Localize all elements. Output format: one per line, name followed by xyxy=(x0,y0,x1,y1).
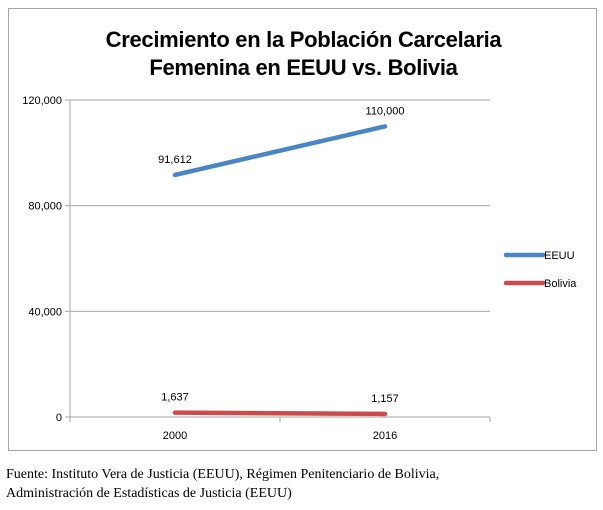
series-line-bolivia xyxy=(172,410,388,417)
data-label: 110,000 xyxy=(366,105,405,117)
chart-frame: Crecimiento en la Población Carcelaria F… xyxy=(8,8,597,451)
y-tick-label: 80,000 xyxy=(28,201,62,213)
source-note-line-1: Fuente: Instituto Vera de Justicia (EEUU… xyxy=(6,467,440,482)
data-label: 91,612 xyxy=(158,154,192,166)
source-note-line-2: Administración de Estadísticas de Justic… xyxy=(6,486,292,501)
legend-label-eeuu: EEUU xyxy=(544,250,575,262)
chart-title-line-1: Crecimiento en la Población Carcelaria xyxy=(105,27,502,52)
data-label: 1,157 xyxy=(371,393,399,405)
source-note: Fuente: Instituto Vera de Justicia (EEUU… xyxy=(6,465,596,503)
y-tick-label: 0 xyxy=(56,412,62,424)
chart-plot: 0 40,000 80,000 120,000 2000 2016 91,612 110,00… xyxy=(22,95,577,442)
data-label: 1,637 xyxy=(161,392,189,404)
legend-label-bolivia: Bolivia xyxy=(544,278,577,290)
y-tick-label: 40,000 xyxy=(28,306,62,318)
y-tick-label: 120,000 xyxy=(22,95,62,107)
x-tick-label: 2016 xyxy=(373,430,397,442)
chart-title-line-2: Femenina en EEUU vs. Bolivia xyxy=(149,55,458,80)
x-tick-label: 2000 xyxy=(163,430,187,442)
series-line-eeuu xyxy=(172,124,388,178)
